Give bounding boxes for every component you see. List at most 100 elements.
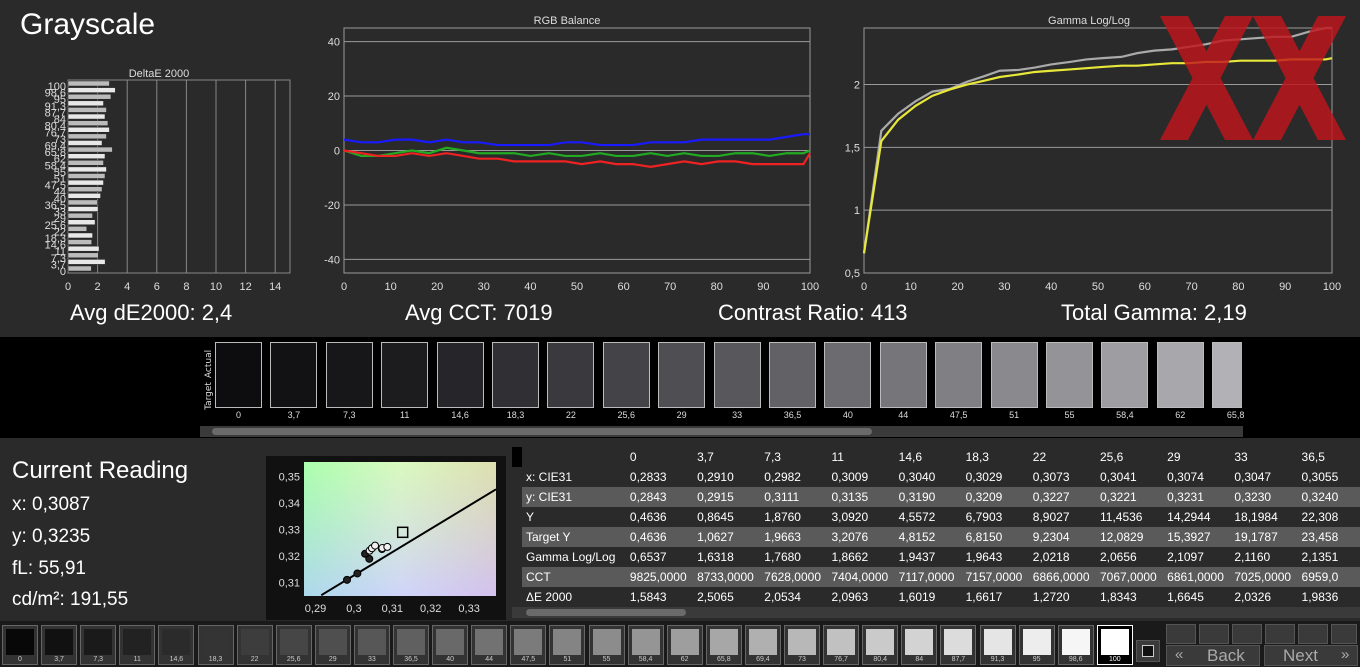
bottom-swatch-fill [279, 629, 308, 655]
bottom-swatch-label: 7,3 [93, 656, 104, 663]
bottom-swatch[interactable]: 33 [353, 625, 390, 665]
table-header-row: 0 3,7 7,3 11 14,6 18,3 22 25,6 29 33 36,5 [522, 447, 1360, 467]
rgb-balance-chart-svg: RGB Balance 40 20 0 -20 -40 0 10 20 30 40 50 60 70 80 9… [324, 15, 819, 293]
bottom-swatch[interactable]: 80,4 [862, 625, 899, 665]
cie-measurement-point [371, 541, 380, 550]
gamma-chart: Gamma Log/Log 2 1,5 1 0,5 0 10 20 30 40 50 60 70 80 90… [832, 10, 1352, 298]
bottom-swatch-label: 87,7 [951, 656, 966, 663]
strip-swatch [325, 342, 373, 408]
table-cell: 0,3009 [831, 470, 869, 484]
settings-icon[interactable] [1331, 624, 1357, 644]
deltae-bar [67, 179, 104, 186]
cie-target-marker [396, 526, 409, 539]
bottom-swatch[interactable]: 95 [1018, 625, 1055, 665]
record-icon[interactable] [1136, 640, 1160, 662]
bottom-swatch[interactable]: 0 [2, 625, 38, 665]
bottom-swatch-label: 18,3 [208, 656, 223, 663]
table-row: ΔE 2000 1,5843 2,5065 2,0534 2,0963 1,6019 1,6… [522, 587, 1360, 607]
table-cell: 23,458 [1297, 527, 1360, 547]
table-cell: 7117,0000 [894, 567, 962, 587]
deltae-bar [67, 87, 116, 93]
deltae-ytick-label: 22 [54, 226, 66, 238]
bottom-swatch[interactable]: 62 [666, 625, 703, 665]
bottom-swatch-label: 62 [680, 656, 689, 663]
bottom-swatch[interactable]: 69,4 [744, 625, 781, 665]
table-scrollbar[interactable] [512, 607, 1360, 618]
bottom-swatch[interactable]: 44 [471, 625, 508, 665]
bottom-swatch[interactable]: 58,4 [627, 625, 664, 665]
table-row-label: Target Y [522, 527, 626, 547]
deltae-bar [67, 100, 104, 107]
cie-xtick-label: 0,33 [458, 603, 479, 615]
next-button[interactable]: Next » [1264, 645, 1358, 666]
bottom-swatch[interactable]: 87,7 [940, 625, 977, 665]
strip-swatch [436, 342, 484, 408]
bottom-swatch[interactable]: 98,6 [1057, 625, 1094, 665]
table-scrollbar-thumb[interactable] [526, 609, 686, 616]
table-cell: 0,3209 [961, 487, 1029, 507]
gamma-xtick-label: 50 [1092, 281, 1104, 293]
strip-swatch-label: 22 [565, 410, 576, 420]
bottom-swatch[interactable]: 29 [314, 625, 351, 665]
bottom-swatch[interactable]: 84 [901, 625, 938, 665]
deltae-bar [67, 120, 109, 126]
bottom-swatch[interactable]: 55 [588, 625, 625, 665]
next-label: Next [1283, 646, 1318, 665]
deltae-ytick-label: 25,6 [45, 220, 66, 232]
rgb-xtick-label: 60 [617, 281, 629, 293]
back-button[interactable]: « Back [1166, 645, 1260, 666]
bottom-swatch[interactable]: 7,3 [80, 625, 117, 665]
bottom-swatch[interactable]: 22 [236, 625, 273, 665]
gamma-xtick-label: 100 [1323, 281, 1341, 293]
table-cell: 7157,0000 [961, 567, 1029, 587]
refresh-icon[interactable] [1298, 624, 1328, 644]
bottom-swatch[interactable]: 14,6 [158, 625, 195, 665]
bottom-swatch[interactable]: 73 [784, 625, 820, 665]
table-cell: 1,6617 [965, 590, 1003, 604]
deltae-ytick-label: 33 [54, 207, 66, 219]
bottom-swatch[interactable]: 65,8 [705, 625, 742, 665]
gamma-xtick-label: 30 [998, 281, 1010, 293]
deltae-ytick-label: 73 [54, 134, 66, 146]
table-cell: 8733,0000 [693, 567, 761, 587]
strip-swatch [492, 342, 539, 408]
bottom-swatch[interactable]: 3,7 [41, 625, 78, 665]
bottom-swatch[interactable]: 51 [549, 625, 586, 665]
strip-scrollbar-thumb[interactable] [212, 428, 872, 435]
bottom-swatch-fill [788, 629, 816, 655]
table-cell: 1,6318 [697, 550, 734, 564]
bottom-swatch[interactable]: 11 [119, 625, 156, 665]
bottom-swatch[interactable]: 18,3 [197, 625, 234, 665]
bottom-swatch[interactable]: 47,5 [510, 625, 547, 665]
table-cell: 0,4636 [629, 510, 667, 524]
deltae-xtick-label: 8 [183, 281, 189, 293]
deltae-bar [67, 265, 92, 272]
bottom-swatch[interactable]: 36,5 [393, 625, 429, 665]
deltae-ytick-label: 95 [54, 94, 66, 106]
bottom-swatch[interactable]: 25,6 [275, 625, 312, 665]
cie-xtick-label: 0,31 [382, 603, 403, 615]
loop-icon[interactable] [1265, 624, 1295, 644]
bottom-swatch[interactable]: 100 [1096, 625, 1133, 665]
bottom-swatch-label: 33 [367, 656, 376, 663]
stop-icon[interactable] [1166, 624, 1196, 644]
deltae-bar [67, 193, 101, 199]
bottom-swatch[interactable]: 40 [432, 625, 469, 665]
bottom-swatch-label: 95 [1032, 656, 1041, 663]
deltae-ytick-label: 3,7 [51, 259, 66, 271]
bottom-swatch[interactable]: 76,7 [823, 625, 860, 665]
table-cell: 2,0534 [764, 590, 801, 604]
save-icon[interactable] [1232, 624, 1262, 644]
play-icon[interactable] [1199, 624, 1229, 644]
gamma-xtick-label: 90 [1279, 281, 1291, 293]
bottom-swatch[interactable]: 91,3 [979, 625, 1016, 665]
table-cell: 1,9663 [760, 527, 828, 547]
table-cell: 1,9643 [965, 550, 1003, 564]
strip-swatch [658, 342, 706, 408]
strip-scrollbar[interactable] [200, 426, 1243, 437]
deltae-ytick-label: 29 [54, 213, 66, 225]
bottom-swatch-fill [670, 629, 699, 655]
strip-swatch [713, 342, 761, 408]
back-arrow-icon: « [1175, 646, 1184, 663]
gamma-xtick-label: 60 [1139, 281, 1151, 293]
